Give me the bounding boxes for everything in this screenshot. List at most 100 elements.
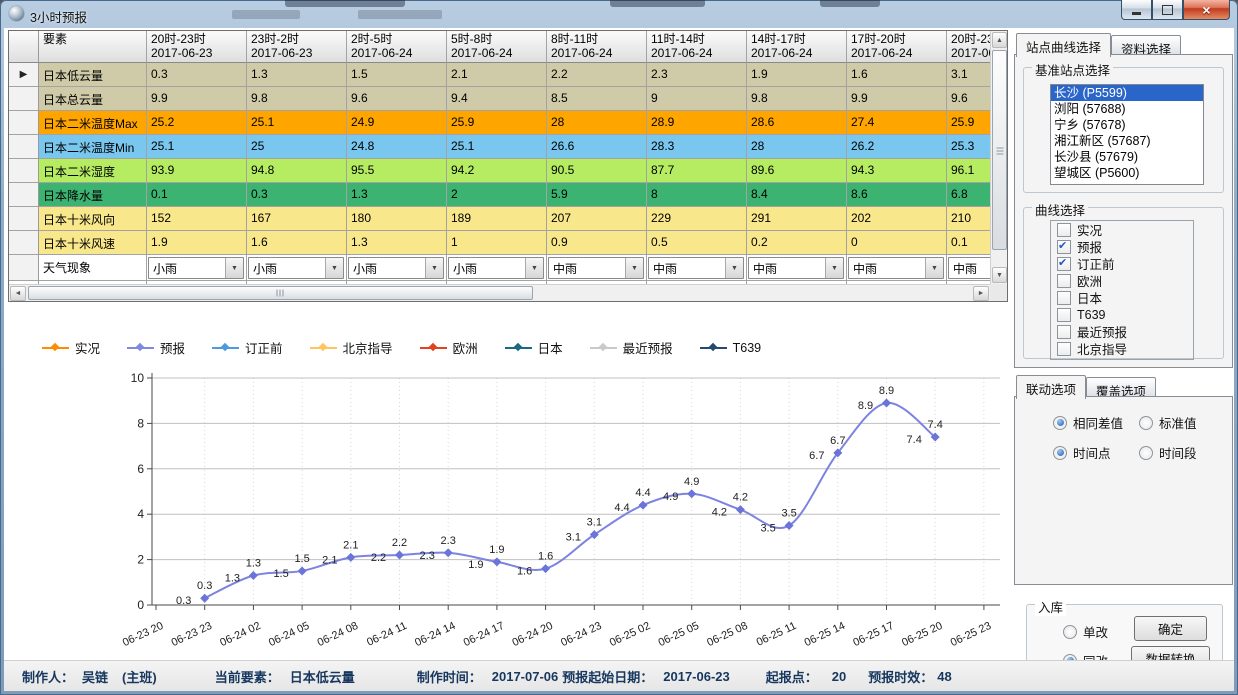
tab-station-curve-select[interactable]: 站点曲线选择 xyxy=(1016,33,1112,57)
table-cell[interactable]: 229 xyxy=(647,207,747,231)
row-selector[interactable]: ▶ xyxy=(9,63,39,87)
tab-data-select[interactable]: 资料选择 xyxy=(1111,35,1182,57)
weather-combo[interactable]: 中雨▼ xyxy=(748,257,844,279)
station-item[interactable]: 宁乡 (57678) xyxy=(1054,118,1126,132)
table-cell[interactable]: 8.4 xyxy=(747,183,847,207)
chevron-down-icon[interactable]: ▼ xyxy=(725,258,743,278)
table-cell[interactable]: 6.8 xyxy=(947,183,990,207)
chevron-down-icon[interactable]: ▼ xyxy=(825,258,843,278)
station-item[interactable]: 望城区 (P5600) xyxy=(1054,166,1140,180)
station-list[interactable]: 长沙 (P5599) 浏阳 (57688) 宁乡 (57678) 湘江新区 (5768… xyxy=(1050,84,1204,185)
table-cell[interactable]: 2.2 xyxy=(547,63,647,87)
weather-combo[interactable]: 中雨▼ xyxy=(648,257,744,279)
chevron-down-icon[interactable]: ▼ xyxy=(525,258,543,278)
table-cell[interactable]: 291 xyxy=(747,207,847,231)
table-cell[interactable]: 28 xyxy=(747,135,847,159)
row-selector[interactable] xyxy=(9,207,39,231)
checkbox-icon[interactable] xyxy=(1057,273,1071,288)
table-cell[interactable]: 96.1 xyxy=(947,159,990,183)
chevron-down-icon[interactable]: ▼ xyxy=(425,258,443,278)
table-cell[interactable]: 1.3 xyxy=(347,183,447,207)
chevron-down-icon[interactable]: ▼ xyxy=(325,258,343,278)
radio-time-point[interactable] xyxy=(1053,445,1067,460)
table-cell[interactable]: 93.9 xyxy=(147,159,247,183)
chart-point[interactable] xyxy=(297,566,307,576)
chevron-down-icon[interactable]: ▼ xyxy=(925,258,943,278)
vscroll-thumb[interactable] xyxy=(992,50,1007,250)
table-cell[interactable]: 0.1 xyxy=(147,183,247,207)
curve-checkbox-row[interactable]: T639 xyxy=(1051,306,1193,323)
table-cell[interactable]: 94.8 xyxy=(247,159,347,183)
curve-checkbox-row[interactable]: 日本 xyxy=(1051,289,1193,306)
table-cell[interactable]: 25.9 xyxy=(947,111,990,135)
chart-point[interactable] xyxy=(833,448,843,458)
curve-checkbox-row[interactable]: 北京指导 xyxy=(1051,340,1193,357)
table-cell[interactable]: 8.5 xyxy=(547,87,647,111)
tab-link-options[interactable]: 联动选项 xyxy=(1016,375,1087,399)
table-cell[interactable]: 24.9 xyxy=(347,111,447,135)
curve-checkbox-row[interactable]: 欧洲 xyxy=(1051,272,1193,289)
table-cell[interactable]: 189 xyxy=(447,207,547,231)
table-cell[interactable]: 26.2 xyxy=(847,135,947,159)
table-cell[interactable]: 9.6 xyxy=(347,87,447,111)
table-vscrollbar[interactable]: ▲ ▼ xyxy=(990,31,1007,284)
weather-combo[interactable]: 小雨 ▼ xyxy=(148,257,244,279)
row-selector[interactable] xyxy=(9,111,39,135)
curve-checkbox-row[interactable]: 实况 xyxy=(1051,221,1193,238)
row-selector[interactable] xyxy=(9,159,39,183)
table-cell[interactable]: 210 xyxy=(947,207,990,231)
chart-point[interactable] xyxy=(687,489,697,499)
hscroll-thumb[interactable] xyxy=(28,286,533,300)
station-item[interactable]: 浏阳 (57688) xyxy=(1054,102,1126,116)
table-cell[interactable]: 1.9 xyxy=(147,231,247,255)
table-cell[interactable]: 25.1 xyxy=(247,111,347,135)
table-cell[interactable]: 94.2 xyxy=(447,159,547,183)
radio-single-edit[interactable] xyxy=(1063,624,1077,639)
station-item[interactable]: 长沙县 (57679) xyxy=(1054,150,1139,164)
table-cell[interactable]: 0.5 xyxy=(647,231,747,255)
checkbox-icon[interactable] xyxy=(1057,290,1071,305)
table-cell[interactable]: 26.6 xyxy=(547,135,647,159)
table-cell[interactable]: 152 xyxy=(147,207,247,231)
table-cell[interactable]: 2.3 xyxy=(647,63,747,87)
scroll-right-icon[interactable]: ► xyxy=(973,286,989,301)
table-cell[interactable]: 25.3 xyxy=(947,135,990,159)
scroll-up-icon[interactable]: ▲ xyxy=(992,32,1007,48)
checkbox-icon[interactable] xyxy=(1057,239,1071,254)
table-cell[interactable]: 87.7 xyxy=(647,159,747,183)
table-cell[interactable]: 25.1 xyxy=(447,135,547,159)
table-cell[interactable]: 9 xyxy=(647,87,747,111)
weather-combo[interactable]: 小雨 ▼ xyxy=(248,257,344,279)
table-cell[interactable]: 8.6 xyxy=(847,183,947,207)
curve-checkbox-row[interactable]: 订正前 xyxy=(1051,255,1193,272)
chart-point[interactable] xyxy=(638,500,648,510)
chart-point[interactable] xyxy=(735,505,745,515)
row-selector[interactable] xyxy=(9,135,39,159)
confirm-button[interactable]: 确定 xyxy=(1134,616,1207,641)
table-cell[interactable]: 27.4 xyxy=(847,111,947,135)
chart-point[interactable] xyxy=(784,521,794,531)
chevron-down-icon[interactable]: ▼ xyxy=(225,258,243,278)
table-cell[interactable]: 9.9 xyxy=(147,87,247,111)
table-cell[interactable]: 5.9 xyxy=(547,183,647,207)
chart-point[interactable] xyxy=(492,557,502,567)
weather-combo[interactable]: 中雨▼ xyxy=(848,257,944,279)
table-cell[interactable]: 25.2 xyxy=(147,111,247,135)
table-cell[interactable]: 28.3 xyxy=(647,135,747,159)
table-cell[interactable]: 9.6 xyxy=(947,87,990,111)
chart-point[interactable] xyxy=(541,564,551,574)
row-selector[interactable] xyxy=(9,87,39,111)
checkbox-icon[interactable] xyxy=(1057,256,1071,271)
weather-combo[interactable]: 中雨▼ xyxy=(548,257,644,279)
table-cell[interactable]: 95.5 xyxy=(347,159,447,183)
checkbox-icon[interactable] xyxy=(1057,341,1071,356)
row-selector[interactable] xyxy=(9,231,39,255)
table-cell[interactable]: 1.5 xyxy=(347,63,447,87)
chart-point[interactable] xyxy=(589,530,599,540)
table-cell[interactable]: 3.1 xyxy=(947,63,990,87)
weather-combo[interactable]: 中雨▼ xyxy=(948,257,990,279)
table-cell[interactable]: 90.5 xyxy=(547,159,647,183)
checkbox-icon[interactable] xyxy=(1057,222,1071,237)
table-cell[interactable]: 0.2 xyxy=(747,231,847,255)
table-cell[interactable]: 89.6 xyxy=(747,159,847,183)
